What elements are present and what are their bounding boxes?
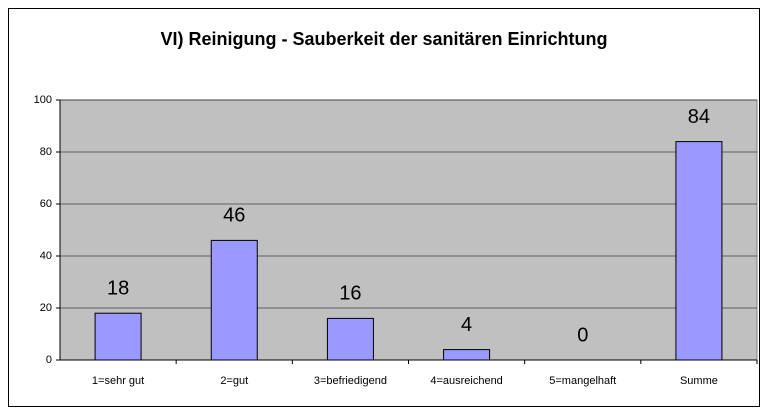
x-tick-label: 1=sehr gut: [92, 375, 144, 387]
data-label: 18: [107, 277, 129, 299]
bar: [675, 141, 723, 361]
data-label: 16: [339, 283, 361, 305]
bar: [94, 312, 142, 361]
plot-area: [59, 99, 758, 361]
data-label: 84: [688, 106, 710, 128]
data-label: 4: [461, 314, 472, 336]
y-tick-label: 0: [46, 354, 52, 366]
x-tick-label: Summe: [680, 375, 718, 387]
bar: [326, 317, 374, 361]
data-label: 0: [577, 324, 588, 346]
y-tick-label: 40: [40, 250, 52, 262]
y-tick-label: 60: [40, 198, 52, 210]
y-tick-label: 80: [40, 146, 52, 158]
bar: [443, 349, 491, 361]
y-tick-label: 20: [40, 302, 52, 314]
data-label: 46: [223, 205, 245, 227]
x-tick-label: 2=gut: [220, 375, 248, 387]
x-tick-label: 5=mangelhaft: [549, 375, 616, 387]
y-tick-label: 100: [34, 94, 52, 106]
chart-title: VI) Reinigung - Sauberkeit der sanitären…: [160, 29, 607, 49]
x-tick-label: 3=befriedigend: [314, 375, 387, 387]
bar: [210, 239, 258, 361]
x-tick-label: 4=ausreichend: [430, 375, 502, 387]
